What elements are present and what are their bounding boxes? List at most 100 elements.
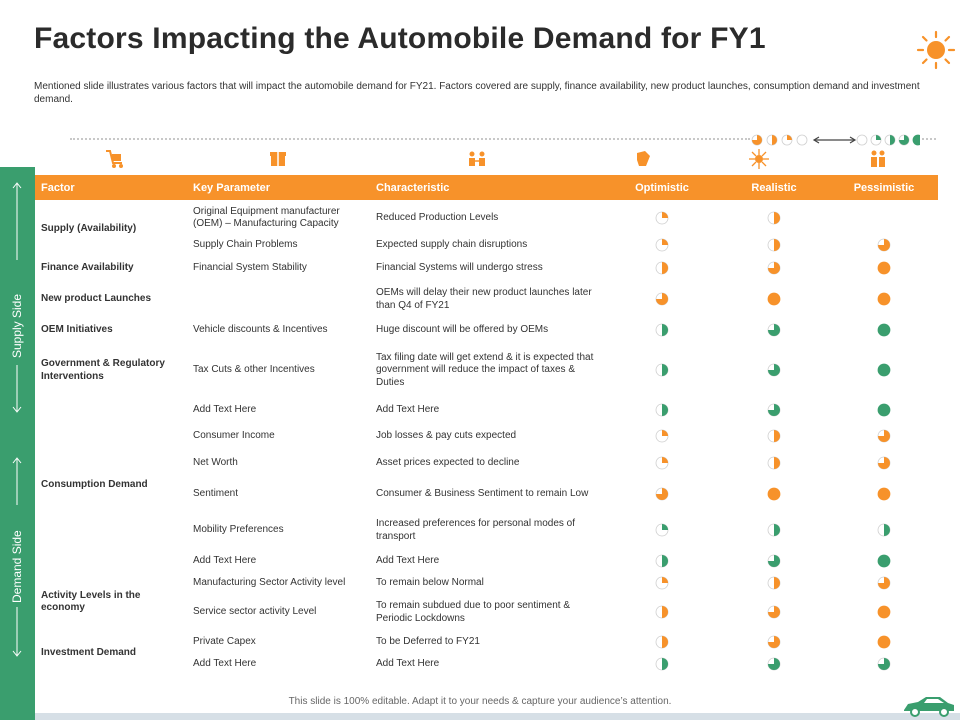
optimistic-pie-icon <box>655 488 669 501</box>
pessimistic-cell <box>830 256 938 281</box>
optimistic-pie-icon <box>655 324 669 337</box>
pessimistic-cell <box>830 201 938 234</box>
realistic-pie-icon <box>767 457 781 470</box>
header-characteristic: Characteristic <box>370 175 606 202</box>
characteristic-cell: Add Text Here <box>376 657 440 669</box>
legend-green-pie-icon <box>898 134 910 146</box>
optimistic-pie-icon <box>655 238 669 252</box>
realistic-cell <box>718 281 830 318</box>
optimistic-cell <box>606 549 718 573</box>
table-row: Supply Chain Problems Expected supply cha… <box>35 234 938 256</box>
down-arrow-icon <box>12 607 22 657</box>
characteristic-cell: Huge discount will be offered by OEMs <box>376 324 549 336</box>
pessimistic-cell <box>830 653 938 675</box>
realistic-pie-icon <box>767 554 781 568</box>
realistic-cell <box>718 512 830 549</box>
characteristic-cell: Reduced Production Levels <box>376 211 499 223</box>
optimistic-cell <box>606 631 718 653</box>
table-row: Service sector activity Level To remain s… <box>35 594 938 631</box>
key-parameter-cell: Manufacturing Sector Activity level <box>193 577 346 589</box>
realistic-cell <box>718 201 830 234</box>
factors-table: Factor Key Parameter Characteristic Opti… <box>35 175 938 675</box>
characteristic-cell: Asset prices expected to decline <box>376 457 520 469</box>
optimistic-cell <box>606 423 718 450</box>
optimistic-pie-icon <box>655 293 669 306</box>
optimistic-pie-icon <box>655 577 669 590</box>
pessimistic-cell <box>830 477 938 512</box>
optimistic-pie-icon <box>655 457 669 470</box>
key-parameter-cell: Sentiment <box>193 488 239 500</box>
characteristic-cell: Expected supply chain disruptions <box>376 238 528 250</box>
key-parameter-cell: Mobility Preferences <box>193 524 284 536</box>
pessimistic-cell <box>830 234 938 256</box>
characteristic-cell: To remain below Normal <box>376 577 484 589</box>
characteristic-cell: OEMs will delay their new product launch… <box>376 287 592 311</box>
header-key-parameter: Key Parameter <box>187 175 370 202</box>
pessimistic-cell <box>830 281 938 318</box>
realistic-pie-icon <box>767 577 781 590</box>
characteristic-cell: Add Text Here <box>376 554 440 566</box>
pessimistic-pie-icon <box>877 324 891 337</box>
globe-network-icon <box>749 149 769 169</box>
optimistic-cell <box>606 477 718 512</box>
legend-green-pie-icon <box>912 134 920 146</box>
characteristic-cell: Add Text Here <box>376 404 440 416</box>
key-parameter-cell: Net Worth <box>193 457 238 469</box>
key-parameter-cell: Add Text Here <box>193 657 257 669</box>
realistic-cell <box>718 477 830 512</box>
pessimistic-pie-icon <box>877 524 891 537</box>
table-row: Sentiment Consumer & Business Sentiment t… <box>35 477 938 512</box>
pessimistic-cell <box>830 594 938 631</box>
realistic-cell <box>718 549 830 573</box>
pessimistic-pie-icon <box>877 238 891 252</box>
optimistic-pie-icon <box>655 364 669 377</box>
down-arrow-icon <box>12 365 22 413</box>
realistic-pie-icon <box>767 657 781 671</box>
pessimistic-cell <box>830 423 938 450</box>
up-arrow-icon <box>12 457 22 505</box>
table-row: Add Text Here Add Text Here <box>35 653 938 675</box>
legend-scale <box>751 134 920 146</box>
key-parameter-cell: Vehicle discounts & Incentives <box>193 324 328 336</box>
factor-cell: Finance Availability <box>41 262 134 274</box>
realistic-pie-icon <box>767 211 781 225</box>
realistic-pie-icon <box>767 635 781 649</box>
optimistic-cell <box>606 256 718 281</box>
realistic-pie-icon <box>767 324 781 337</box>
table-row: OEM Initiatives Vehicle discounts & Incen… <box>35 318 938 343</box>
table-row: Supply (Availability) Original Equipment … <box>35 201 938 234</box>
realistic-cell <box>718 343 830 398</box>
pessimistic-pie-icon <box>877 293 891 306</box>
demand-side-label: Demand Side <box>10 530 24 603</box>
optimistic-pie-icon <box>655 657 669 671</box>
characteristic-cell: To remain subdued due to poor sentiment … <box>376 600 571 624</box>
realistic-pie-icon <box>767 262 781 275</box>
header-optimistic: Optimistic <box>606 175 718 202</box>
characteristic-cell: Financial Systems will undergo stress <box>376 262 543 274</box>
key-parameter-cell <box>187 281 370 318</box>
table-row: Finance Availability Financial System Sta… <box>35 256 938 281</box>
optimistic-pie-icon <box>655 430 669 443</box>
factor-cell: New product Launches <box>41 293 152 305</box>
realistic-cell <box>718 256 830 281</box>
optimistic-cell <box>606 594 718 631</box>
optimistic-cell <box>606 653 718 675</box>
optimistic-cell <box>606 573 718 594</box>
table-header-row: Factor Key Parameter Characteristic Opti… <box>35 175 938 202</box>
key-parameter-cell: Financial System Stability <box>193 262 307 274</box>
pessimistic-cell <box>830 398 938 423</box>
factor-cell: Supply (Availability) <box>41 222 137 234</box>
pessimistic-cell <box>830 343 938 398</box>
trolley-icon <box>106 150 123 168</box>
realistic-cell <box>718 653 830 675</box>
legend-green-pie-icon <box>856 134 868 146</box>
optimistic-cell <box>606 234 718 256</box>
pessimistic-pie-icon <box>877 606 891 619</box>
table-row: New product Launches OEMs will delay thei… <box>35 281 938 318</box>
legend-orange-pie-icon <box>751 134 763 146</box>
slide-title: Factors Impacting the Automobile Demand … <box>34 22 766 55</box>
car-icon <box>904 697 954 717</box>
pessimistic-pie-icon <box>877 364 891 377</box>
key-parameter-cell: Add Text Here <box>193 554 257 566</box>
realistic-pie-icon <box>767 238 781 252</box>
